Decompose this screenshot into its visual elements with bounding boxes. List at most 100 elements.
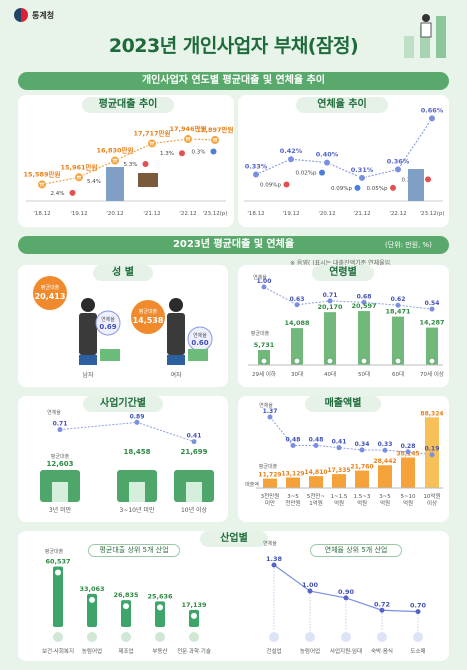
- bar-value-label: 28,442: [373, 458, 396, 465]
- point-symbol: ₩: [40, 182, 45, 188]
- bar-value-label: 14,088: [284, 319, 310, 327]
- bar: [324, 312, 336, 365]
- bar-value-label: 18,458: [123, 448, 150, 456]
- delinq-point: [415, 609, 421, 615]
- data-point: [37, 179, 47, 190]
- tick-label: 부동산: [152, 647, 167, 655]
- tick-label: 30대: [291, 370, 303, 378]
- bar-value-label: 14,810: [304, 469, 327, 476]
- delinq-caption: 연체율: [259, 402, 273, 409]
- delinq-point: [134, 419, 140, 425]
- coin-icon: [157, 604, 163, 611]
- tick-label: '18.12: [33, 211, 50, 217]
- change-arrow-icon: [390, 184, 396, 191]
- tick-label: 3~10년 미만: [120, 506, 155, 514]
- data-point: [252, 170, 260, 179]
- loan-bubble-caption: 평균대출: [41, 284, 60, 291]
- tick-label: '23.12(p): [419, 211, 444, 217]
- tick-label: 40대: [324, 370, 336, 378]
- bar: [286, 477, 300, 488]
- delinq-label: 0.54: [425, 300, 440, 307]
- change-arrow-icon: [425, 176, 431, 183]
- bar-value-label: 88,324: [420, 410, 443, 417]
- bar: [53, 566, 63, 627]
- person-legs-icon: [167, 355, 185, 365]
- change-arrow-icon: [142, 160, 149, 167]
- tick-label: 전문·과학·기술: [177, 647, 211, 655]
- bar-value-label: 18,471: [385, 308, 411, 316]
- loan-value-label: 20,413: [35, 292, 66, 301]
- delinq-point: [395, 302, 401, 308]
- tick-label: 10년 이상: [181, 506, 208, 514]
- delinq-value-label: 0.60: [191, 339, 208, 347]
- delinq-label: 0.41: [187, 433, 202, 440]
- change-label: 0.09%p: [331, 186, 352, 192]
- age-title: 연령별: [312, 265, 374, 281]
- tick-label: 억원: [403, 499, 413, 507]
- delinq-point: [429, 306, 435, 312]
- loan-bubble-caption: 평균대출: [139, 308, 158, 315]
- delinq-point: [271, 562, 277, 568]
- tick-label: 70세 이상: [420, 370, 444, 378]
- point-symbol: ₩: [77, 175, 82, 181]
- delinq-line: [269, 416, 433, 456]
- change-label: 0.02%p: [296, 171, 317, 177]
- change-arrow-icon: [69, 189, 76, 196]
- change-label: 0.09%p: [260, 183, 281, 189]
- tick-label: '20.12: [318, 211, 335, 217]
- value-label: 17,717만원: [133, 128, 170, 137]
- delinq-label: 0.48: [309, 436, 324, 443]
- delinq-caption: 연체율: [253, 274, 267, 281]
- delinq-bubble: [95, 310, 121, 336]
- tick-label: 농림어업: [82, 647, 102, 655]
- sales-title: 매출액별: [305, 396, 381, 412]
- loan-bubble: [131, 300, 165, 334]
- bar: [401, 457, 415, 488]
- bar-value-label: 17,335: [327, 467, 350, 474]
- delinq-point: [429, 452, 435, 458]
- delinq-point: [261, 284, 267, 290]
- bar-value-label: 20,170: [317, 303, 343, 311]
- tick-label: 이상: [427, 499, 437, 507]
- change-label: 5.3%: [124, 162, 138, 168]
- tick-label: 남자: [82, 371, 94, 379]
- industry-icon: [341, 632, 351, 642]
- delinq-label: 0.48: [286, 436, 301, 443]
- delinq-label: 0.70: [410, 602, 427, 610]
- tick-label: 억원: [380, 499, 390, 507]
- delinq-point: [294, 302, 300, 308]
- delinq-label: 0.90: [338, 588, 355, 596]
- tick-label: 1억원: [309, 499, 323, 507]
- delinq-caption: 연체율: [47, 409, 61, 416]
- building-icon: [106, 167, 124, 201]
- person-body-icon: [167, 313, 185, 355]
- tick-label: '22.12: [389, 211, 406, 217]
- bar-value-label: 25,636: [147, 592, 173, 600]
- bar-value-label: 21,699: [180, 448, 207, 456]
- data-point: [394, 165, 402, 174]
- person-legs-icon: [79, 355, 97, 365]
- tick-label: 숙박·음식: [371, 647, 393, 655]
- coin-icon: [55, 569, 61, 576]
- tick-label: '18.12: [247, 211, 264, 217]
- loan-caption: 평균대출: [45, 548, 64, 555]
- bar: [263, 478, 277, 488]
- delinq-point: [336, 445, 342, 451]
- bar: [358, 311, 370, 365]
- avg-loan-trend-chart: ₩15,589만원 '18.12 ₩15,961만원 '19.12 ₩16,830만원 '…: [23, 124, 233, 217]
- delinq-label: 0.41: [332, 439, 347, 446]
- industry-delinq-subtitle: 연체율 상위 5개 산업: [310, 544, 402, 557]
- shade-note: ※ 음영( )표시는 대출잔액기준 연체율임: [290, 260, 391, 267]
- delinq-bubble-caption: 연체율: [101, 316, 115, 323]
- tick-label: 건설업: [266, 647, 281, 655]
- section1-banner: 개인사업자 연도별 평균대출 및 연체율 추이: [18, 72, 449, 90]
- industry-icon: [413, 632, 423, 642]
- tick-label: '19.12: [282, 211, 299, 217]
- coin-icon: [260, 357, 268, 365]
- value-label: 0.66%: [421, 106, 444, 114]
- bar-value-label: 5,731: [254, 341, 275, 349]
- bar-value-label: 14,287: [419, 319, 444, 327]
- delinq-value-label: 0.69: [99, 323, 116, 331]
- value-label: 0.31%: [351, 166, 374, 174]
